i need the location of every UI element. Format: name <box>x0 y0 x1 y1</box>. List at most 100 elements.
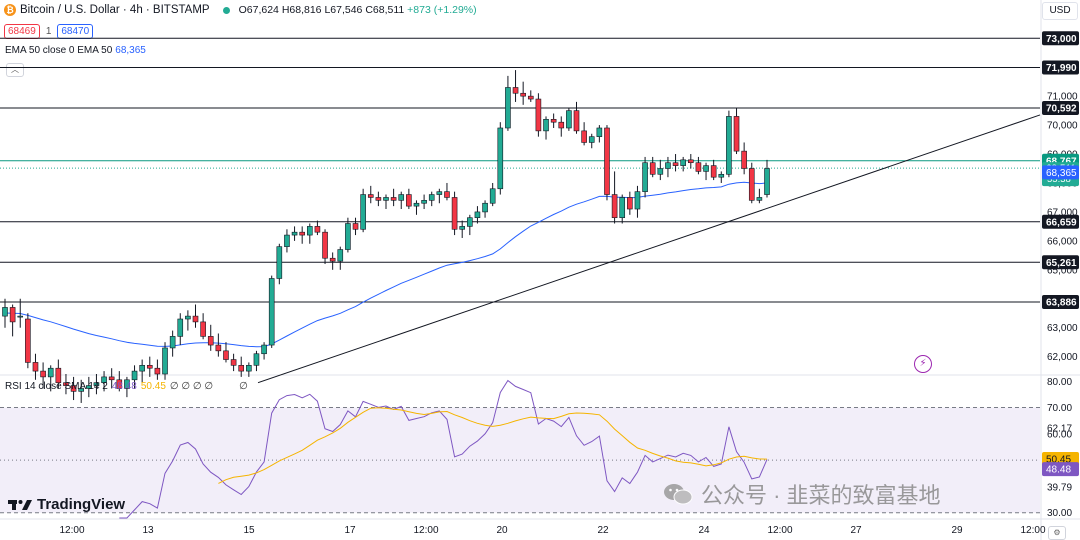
candle <box>642 156 648 198</box>
trendline <box>257 114 1041 384</box>
candle <box>451 191 458 236</box>
rsi-legend-label: RSI 14 close SMA 14 2 <box>5 381 108 392</box>
currency-selector[interactable]: USD <box>1042 2 1078 20</box>
rsi-tick-label: 60.00 <box>1047 429 1072 440</box>
high-value: H68,816 <box>281 4 322 16</box>
candle-body <box>756 197 763 201</box>
rsi-lines <box>119 379 768 519</box>
level-label: 65,261 <box>1046 258 1077 269</box>
candle-body <box>284 234 290 247</box>
candle-body <box>710 165 717 178</box>
candle-body <box>672 162 679 166</box>
rsi-polyline <box>119 379 768 519</box>
change-value: +873 (+1.29%) <box>407 4 477 16</box>
time-tick-label: 12:00 <box>59 525 84 536</box>
candle <box>261 342 267 360</box>
close-value: C68,511 <box>365 4 405 16</box>
candle <box>207 324 214 351</box>
price-axis: 62,00063,00064,00065,00066,00067,00068,0… <box>1042 31 1079 519</box>
candle-body <box>474 211 481 219</box>
candle-body <box>131 370 138 381</box>
candle-body <box>124 379 130 389</box>
candle <box>535 93 542 137</box>
candle-body <box>687 159 694 164</box>
ema-label-box <box>1042 165 1079 180</box>
candle-body <box>718 173 725 178</box>
rsi-legend[interactable]: RSI 14 close SMA 14 2 48.48 50.45 ∅ ∅ ∅ ∅ ∅ <box>5 381 248 392</box>
rsi-value-box <box>1042 462 1079 477</box>
candle <box>2 298 8 328</box>
candle <box>756 188 763 204</box>
candle-body <box>741 150 747 169</box>
candle <box>200 313 206 340</box>
candle <box>284 229 290 253</box>
candle-body <box>207 336 214 346</box>
collapse-legend-icon[interactable]: ︿ <box>6 63 24 77</box>
candle <box>566 107 572 131</box>
candle <box>367 185 374 204</box>
candle <box>9 304 16 337</box>
candle-body <box>86 385 92 389</box>
candle-body <box>337 249 344 262</box>
watermark-text: 公众号 · 韭菜的致富基地 <box>701 483 941 508</box>
candle-body <box>619 197 626 219</box>
candle <box>558 116 565 137</box>
candle <box>299 226 305 244</box>
candle <box>596 125 603 143</box>
candle <box>40 362 46 389</box>
candle <box>512 70 519 102</box>
candle <box>360 188 366 233</box>
candle-body <box>169 336 176 349</box>
rsi-extra-values: ∅ ∅ ∅ ∅ <box>169 381 214 392</box>
candle <box>581 122 587 146</box>
rsi-tick-label: 30.00 <box>1047 508 1072 519</box>
candle <box>131 365 138 389</box>
candle <box>726 110 732 178</box>
candle-body <box>238 365 245 372</box>
candle <box>421 194 427 210</box>
candle-body <box>726 116 732 175</box>
candle <box>32 353 39 380</box>
candle <box>55 359 62 389</box>
time-tick-label: 27 <box>850 525 862 536</box>
level-label: 73,000 <box>1046 34 1077 45</box>
candle-body <box>367 194 374 198</box>
rsi-tick-label: 39.79 <box>1047 482 1072 493</box>
price-tick-label: 63,000 <box>1047 323 1078 334</box>
candle <box>467 214 473 236</box>
candle-body <box>2 307 8 317</box>
candle-body <box>40 370 46 378</box>
symbol-title[interactable]: Bitcoin / U.S. Dollar · 4h · BITSTAMP <box>20 4 210 16</box>
settings-icon[interactable]: ⚙ <box>1048 526 1066 540</box>
candle-body <box>566 110 572 129</box>
candle <box>238 356 245 377</box>
candle-body <box>527 95 534 100</box>
ema-legend[interactable]: EMA 50 close 0 EMA 50 68,365 <box>5 45 146 56</box>
price-tick-label: 67,000 <box>1047 207 1078 218</box>
candle <box>78 379 84 403</box>
candle <box>459 220 466 238</box>
ohlc-values: O67,624 H68,816 L67,546 C68,511 +873 (+1… <box>239 4 477 16</box>
candle-body <box>596 127 603 137</box>
horizontal-levels <box>0 37 1040 303</box>
candle <box>352 217 359 236</box>
chart-header: ₿ Bitcoin / U.S. Dollar · 4h · BITSTAMP … <box>4 3 477 17</box>
candle-body <box>322 231 328 259</box>
candle <box>718 171 725 183</box>
candle-body <box>451 197 458 230</box>
candle-body <box>505 87 511 129</box>
candle-body <box>604 127 610 195</box>
candle-body <box>253 353 260 366</box>
candle-body <box>9 307 16 323</box>
candle-body <box>345 223 351 250</box>
candle-body <box>375 197 382 201</box>
candle-body <box>268 278 275 346</box>
candle <box>322 229 328 265</box>
candle-body <box>733 116 740 152</box>
candle-body <box>634 191 641 210</box>
candle-body <box>93 382 100 386</box>
candle-body <box>512 87 519 94</box>
tradingview-logo[interactable]: TradingView <box>8 496 125 513</box>
lightning-alert-icon[interactable]: ⚡ <box>914 355 932 373</box>
